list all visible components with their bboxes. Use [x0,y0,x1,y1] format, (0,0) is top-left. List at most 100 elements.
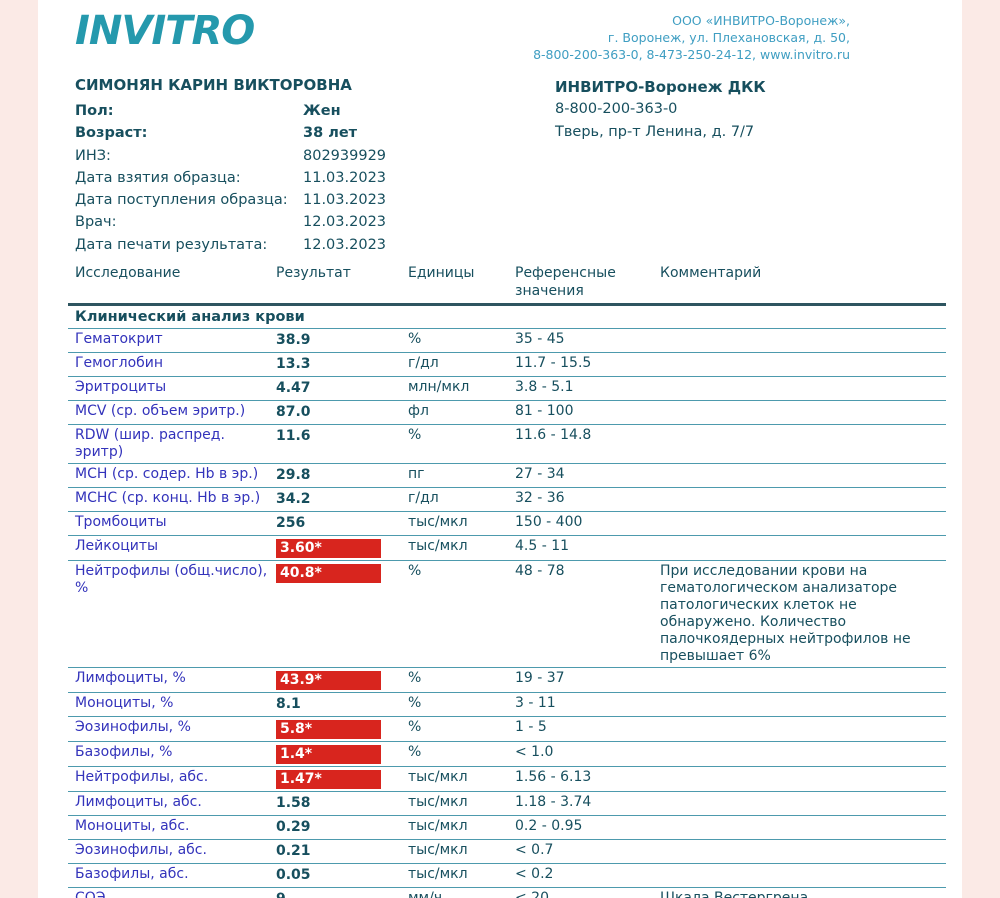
test-units: тыс/мкл [408,769,468,785]
table-row: Лимфоциты, % 43.9* % 19 - 37 [68,668,946,693]
column-header-units: Единицы [408,265,475,281]
reference-range: 48 - 78 [515,563,565,579]
reference-range: 32 - 36 [515,490,565,506]
reference-range: 81 - 100 [515,403,574,419]
test-units: тыс/мкл [408,842,468,858]
test-units: % [408,427,422,443]
office-info-block: ИНВИТРО-Воронеж ДКК 8-800-200-363-0 Твер… [555,76,766,143]
results-table: Исследование Результат Единицы Референсн… [68,262,946,898]
org-info-line: г. Воронеж, ул. Плехановская, д. 50, [607,30,850,45]
reference-range: < 0.2 [515,866,554,882]
test-name: Базофилы, % [75,744,173,760]
test-name: Гемоглобин [75,355,164,371]
result-value: 29.8 [276,467,311,483]
test-units: мм/ч [408,890,443,898]
table-row: Гематокрит 38.9 % 35 - 45 [68,329,946,353]
test-result: 43.9* [276,670,408,690]
test-result: 5.8* [276,719,408,739]
table-row: Лимфоциты, абс. 1.58 тыс/мкл 1.18 - 3.74 [68,792,946,816]
result-value: 4.47 [276,380,311,396]
patient-field-value: 12.03.2023 [303,236,387,253]
test-units: тыс/мкл [408,866,468,882]
patient-field-label: Дата печати результата: [75,236,268,253]
test-name: Лейкоциты [75,538,159,554]
result-value: 256 [276,515,306,531]
table-row: MCH (ср. содер. Hb в эр.) 29.8 пг 27 - 3… [68,464,946,488]
column-header-result: Результат [276,265,351,281]
office-phone: 8-800-200-363-0 [555,101,678,118]
reference-range: 150 - 400 [515,514,583,530]
test-result: 0.29 [276,818,408,837]
test-result: 1.4* [276,744,408,764]
patient-field-label: Дата поступления образца: [75,192,288,209]
invitro-logo: INVITRO [75,8,255,54]
patient-field-row: ИНЗ: 802939929 [75,145,545,167]
test-result: 29.8 [276,466,408,485]
patient-field-value: 802939929 [303,147,387,164]
reference-range: 1.18 - 3.74 [515,794,592,810]
report-document: INVITRO ООО «ИНВИТРО-Воронеж», г. Вороне… [38,0,962,898]
test-name: Гематокрит [75,331,163,347]
table-body: Гематокрит 38.9 % 35 - 45 Гемоглобин 13.… [68,329,946,898]
reference-range: < 20 [515,890,549,898]
test-result: 38.9 [276,331,408,350]
reference-range: 0.2 - 0.95 [515,818,583,834]
patient-info-block: СИМОНЯН КАРИН ВИКТОРОВНА Пол: Жен Возрас… [75,76,545,256]
reference-range: < 0.7 [515,842,554,858]
table-row: Базофилы, абс. 0.05 тыс/мкл < 0.2 [68,864,946,888]
reference-range: 1.56 - 6.13 [515,769,592,785]
reference-range: 27 - 34 [515,466,565,482]
patient-field-label: Пол: [75,103,114,119]
result-value: 0.05 [276,867,311,883]
table-row: Базофилы, % 1.4* % < 1.0 [68,742,946,767]
test-units: % [408,331,422,347]
section-title: Клинический анализ крови [68,306,946,329]
test-name: Моноциты, % [75,695,174,711]
test-result: 0.05 [276,866,408,885]
test-name: Лимфоциты, % [75,670,186,686]
patient-field-value: 11.03.2023 [303,192,387,209]
test-units: % [408,695,422,711]
result-value: 0.21 [276,843,311,859]
result-value: 11.6 [276,428,311,444]
patient-field-label: ИНЗ: [75,147,111,164]
org-info-line: 8-800-200-363-0, 8-473-250-24-12, www.in… [533,47,850,62]
patient-field-label: Врач: [75,214,117,231]
table-row: Нейтрофилы, абс. 1.47* тыс/мкл 1.56 - 6.… [68,767,946,792]
test-units: % [408,670,422,686]
test-units: г/дл [408,355,439,371]
column-header-comment: Комментарий [660,265,762,281]
test-result: 256 [276,514,408,533]
patient-field-value: Жен [303,103,341,119]
test-result: 0.21 [276,842,408,861]
result-value: 34.2 [276,491,311,507]
test-comment: Шкала Вестергрена, седиментационный мето… [660,890,813,898]
table-row: Лейкоциты 3.60* тыс/мкл 4.5 - 11 [68,536,946,561]
result-value: 1.4* [276,745,381,764]
table-row: Моноциты, % 8.1 % 3 - 11 [68,693,946,717]
result-value: 9 [276,890,290,898]
test-units: тыс/мкл [408,538,468,554]
table-row: Тромбоциты 256 тыс/мкл 150 - 400 [68,512,946,536]
test-name: MCH (ср. содер. Hb в эр.) [75,466,259,482]
patient-field-label: Возраст: [75,125,148,142]
test-result: 8.1 [276,695,408,714]
test-name: Нейтрофилы (общ.число), % [75,563,268,596]
test-result: 40.8* [276,563,408,583]
test-result: 1.58 [276,794,408,813]
test-units: тыс/мкл [408,818,468,834]
test-result: 87.0 [276,403,408,422]
test-result: 3.60* [276,538,408,558]
test-name: Лимфоциты, абс. [75,794,202,810]
reference-range: 1 - 5 [515,719,547,735]
test-units: г/дл [408,490,439,506]
result-value: 8.1 [276,696,301,712]
org-info-line: ООО «ИНВИТРО-Воронеж», [672,13,850,28]
result-value: 43.9* [276,671,381,690]
test-result: 4.47 [276,379,408,398]
test-units: % [408,744,422,760]
table-header-row: Исследование Результат Единицы Референсн… [68,262,946,306]
result-value: 0.29 [276,819,311,835]
reference-range: 3 - 11 [515,695,556,711]
patient-field-row: Дата поступления образца: 11.03.2023 [75,189,545,211]
